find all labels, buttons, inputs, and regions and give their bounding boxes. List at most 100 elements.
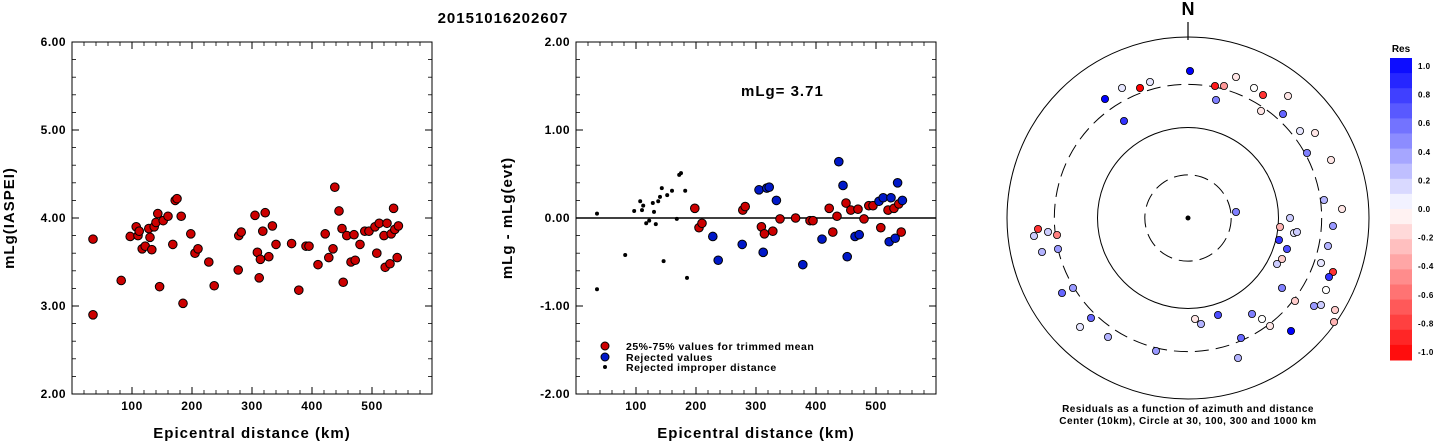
polar-station-marker: [1053, 230, 1062, 239]
left-point-accepted: [236, 227, 246, 237]
left-point-accepted: [193, 244, 203, 254]
polar-station-marker: [1303, 148, 1312, 157]
polar-ring-30: [1144, 174, 1232, 262]
left-ytick-label: 3.00: [41, 299, 66, 313]
colorbar-cell: [1390, 178, 1412, 195]
polar-station-marker: [1329, 221, 1338, 230]
left-point-accepted: [324, 252, 334, 263]
middle-ytick-label: 1.00: [545, 123, 570, 137]
polar-station-marker: [1317, 300, 1326, 309]
middle-point-improper: [632, 208, 637, 213]
polar-caption-line1: Residuals as a function of azimuth and d…: [1062, 404, 1314, 415]
polar-station-marker: [1104, 332, 1113, 341]
middle-xtick-label: 200: [685, 399, 707, 413]
middle-point-accepted: [832, 211, 842, 222]
left-point-accepted: [254, 273, 265, 283]
middle-point-improper: [661, 259, 666, 264]
colorbar-cell: [1390, 148, 1412, 165]
left-point-accepted: [186, 229, 196, 239]
left-point-accepted: [88, 310, 98, 320]
left-point-accepted: [382, 218, 392, 229]
left-point-accepted: [393, 221, 404, 231]
colorbar-tick-label: 0.8: [1418, 91, 1431, 100]
left-ytick-label: 6.00: [41, 35, 66, 49]
polar-station-marker: [1212, 96, 1221, 105]
left-point-accepted: [286, 238, 297, 249]
middle-point-improper: [658, 194, 662, 199]
left-point-accepted: [147, 244, 157, 255]
left-point-accepted: [250, 210, 260, 221]
polar-station-marker: [1311, 128, 1320, 137]
middle-point-accepted: [896, 227, 907, 237]
middle-point-improper: [674, 216, 679, 221]
polar-ring-300: [1053, 83, 1323, 353]
polar-station-marker: [1038, 247, 1047, 256]
polar-station-marker: [1276, 222, 1285, 231]
middle-point-improper: [656, 199, 661, 204]
polar-center: [1185, 215, 1191, 221]
polar-station-marker: [1259, 91, 1268, 100]
colorbar-cell: [1390, 239, 1412, 255]
chart-left-xticks: 100 200 300 400 500: [71, 42, 433, 413]
middle-point-rejected: [854, 229, 865, 240]
left-xtick-label: 400: [301, 399, 323, 413]
polar-station-marker: [1197, 319, 1206, 328]
polar-station-marker: [1146, 78, 1155, 87]
middle-point-accepted: [759, 229, 770, 239]
middle-ytick-label: 0.00: [545, 211, 570, 225]
middle-point-improper: [670, 188, 674, 193]
left-ytick-label: 5.00: [41, 123, 66, 137]
middle-xtick-label: 400: [805, 399, 827, 413]
polar-station-marker: [1250, 84, 1259, 93]
polar-station-marker: [1191, 314, 1200, 323]
middle-point-rejected: [842, 251, 853, 262]
left-point-accepted: [168, 239, 178, 250]
polar-station-marker: [1275, 235, 1284, 244]
chart-left-yticks: 2.00 3.00 4.00 5.00 6.00: [41, 35, 432, 401]
polar-station-marker: [1310, 301, 1319, 310]
colorbar-tick-label: -1.0: [1418, 348, 1434, 357]
left-point-accepted: [388, 203, 399, 214]
left-point-accepted: [163, 211, 173, 222]
middle-point-accepted: [859, 214, 869, 224]
chart-left-xlabel: Epicentral distance (km): [153, 425, 350, 441]
middle-point-rejected: [737, 239, 748, 250]
polar-rings: [1006, 36, 1370, 400]
legend-label-rejected: Rejected values: [626, 352, 713, 364]
left-point-accepted: [178, 298, 188, 309]
middle-point-rejected: [838, 180, 848, 191]
left-point-accepted: [116, 275, 126, 286]
left-point-accepted: [304, 241, 314, 251]
chart-middle-legend: 25%-75% values for trimmed mean Rejected…: [600, 341, 814, 374]
polar-station-marker: [1331, 305, 1340, 314]
chart-middle-xlabel: Epicentral distance (km): [657, 425, 854, 441]
left-point-accepted: [334, 206, 344, 216]
left-point-accepted: [209, 280, 219, 291]
polar-station-marker: [1322, 285, 1331, 294]
polar-station-marker: [1283, 244, 1292, 253]
left-xtick-label: 100: [121, 399, 143, 413]
polar-station-marker: [1291, 296, 1300, 305]
colorbar-tick-label: 0.2: [1418, 176, 1431, 185]
middle-point-rejected: [754, 185, 764, 195]
polar-station-marker: [1279, 110, 1288, 119]
colorbar-cell: [1390, 163, 1412, 180]
middle-point-accepted: [841, 198, 851, 208]
colorbar-tick-label: -0.4: [1418, 262, 1434, 271]
colorbar-cell: [1390, 299, 1412, 316]
colorbar-cell: [1390, 133, 1412, 150]
polar-station-marker: [1069, 283, 1078, 292]
polar-station-marker: [1034, 224, 1043, 233]
left-point-accepted: [267, 221, 278, 231]
colorbar-cell: [1390, 209, 1412, 225]
middle-point-rejected: [890, 233, 901, 244]
left-point-accepted: [172, 193, 182, 204]
polar-station-marker: [1232, 73, 1241, 82]
left-point-accepted: [176, 211, 186, 222]
chart-left: 2.00 3.00 4.00 5.00 6.00 100 200 300 400 500 Epi…: [1, 35, 433, 441]
polar-station-marker: [1278, 283, 1287, 292]
polar-station-marker: [1338, 204, 1347, 213]
middle-point-accepted: [790, 213, 801, 223]
colorbar-ticks: 1.0 0.8 0.6 0.4 0.2 0.0 -0.2 -0.4 -0.6 -0.8 -1.0: [1418, 62, 1434, 357]
middle-point-rejected: [817, 234, 827, 244]
